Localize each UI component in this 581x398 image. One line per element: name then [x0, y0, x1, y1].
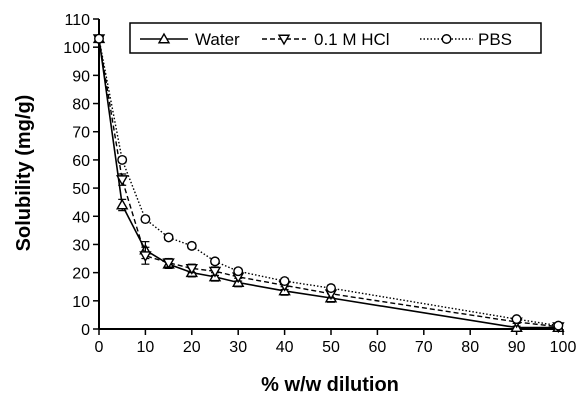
y-tick-label: 10: [72, 294, 90, 311]
x-axis-title: % w/w dilution: [261, 374, 399, 396]
data-point-pbs: [117, 154, 128, 165]
series-pbs: [94, 33, 564, 331]
data-point-pbs: [140, 214, 151, 225]
x-tick-label: 90: [508, 339, 526, 356]
series-line-pbs: [98, 38, 559, 327]
y-tick-label: 90: [72, 68, 90, 85]
legend-label-0-1-m-hcl: 0.1 M HCl: [314, 30, 390, 49]
x-tick-label: 0: [95, 339, 104, 356]
x-tick-label: 80: [461, 339, 479, 356]
data-point-pbs: [511, 314, 522, 325]
data-point-pbs: [163, 232, 174, 243]
y-tick-label: 70: [72, 125, 90, 142]
y-tick-label: 60: [72, 153, 90, 170]
data-point-pbs: [553, 320, 564, 331]
x-tick-label: 100: [550, 339, 577, 356]
legend-marker-0-1-m-hcl: [277, 34, 291, 46]
x-tick-label: 50: [322, 339, 340, 356]
axes: 0 10 20 30 40 50 60 70 80 90 100 0 10 20 30 40 50 60 70 80 9…: [63, 12, 576, 356]
data-point-pbs: [279, 276, 290, 287]
x-tick-label: 30: [229, 339, 247, 356]
y-tick-label: 30: [72, 237, 90, 254]
series-line-0-1-m-hcl: [98, 38, 559, 328]
y-tick-label: 20: [72, 266, 90, 283]
x-tick-label: 60: [369, 339, 387, 356]
data-point-pbs: [210, 256, 220, 267]
series-layer: [92, 32, 565, 334]
legend-marker-pbs: [441, 34, 452, 44]
data-point-water: [115, 198, 129, 210]
y-tick-label: 40: [72, 209, 90, 226]
legend: Water 0.1 M HCl PBS: [129, 22, 542, 54]
y-axis-title: Solubility (mg/g): [13, 95, 35, 252]
legend-label-pbs: PBS: [478, 30, 512, 49]
data-point-0-1-m-hcl: [208, 266, 222, 278]
x-tick-label: 40: [276, 339, 294, 356]
y-tick-label: 110: [64, 12, 90, 29]
y-tick-label: 100: [63, 40, 90, 57]
data-point-pbs: [94, 33, 104, 44]
y-tick-label: 0: [81, 322, 90, 339]
data-point-0-1-m-hcl: [185, 263, 199, 275]
y-tick-label: 50: [72, 181, 90, 198]
x-tick-label: 70: [415, 339, 433, 356]
data-point-pbs: [326, 283, 336, 294]
legend-box: [129, 22, 542, 54]
y-tick-label: 80: [72, 97, 90, 114]
legend-marker-water: [157, 32, 171, 44]
data-point-0-1-m-hcl: [139, 251, 152, 263]
x-tick-label: 10: [137, 339, 155, 356]
data-point-0-1-m-hcl: [115, 175, 129, 187]
data-point-0-1-m-hcl: [162, 258, 175, 270]
data-point-pbs: [186, 240, 197, 251]
legend-label-water: Water: [195, 30, 240, 49]
data-point-pbs: [233, 266, 244, 277]
x-tick-label: 20: [183, 339, 201, 356]
